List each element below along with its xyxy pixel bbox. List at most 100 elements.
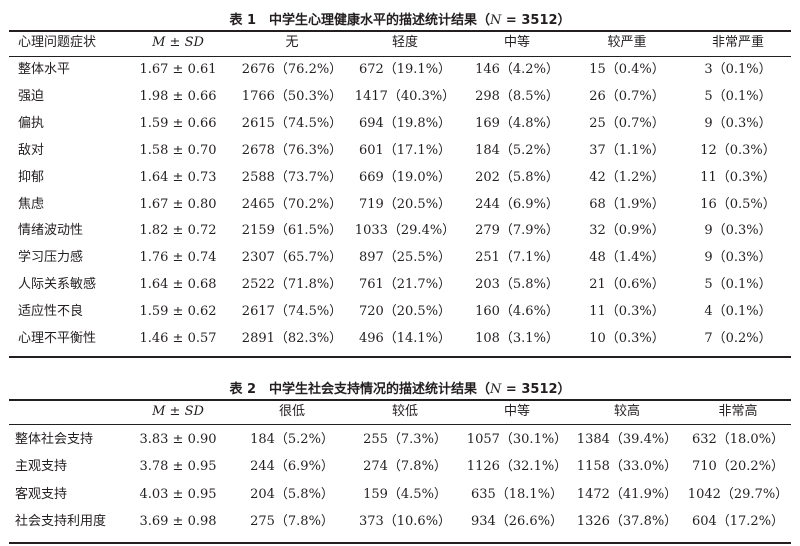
table1-row-10-col-5: 10（0.3%） <box>589 331 665 346</box>
table1-row-8-col-0: 人际关系敏感 <box>18 277 97 293</box>
table2-row-3-col-5: 1326（37.8%） <box>576 513 678 529</box>
table2-row-1-col-2: 244（6.9%） <box>250 459 334 475</box>
table2-row-3-col-3: 373（10.6%） <box>358 513 452 529</box>
table2-row-2-col-4: 635（18.1%） <box>470 486 564 502</box>
table1-row-10-col-6: 7（0.2%） <box>704 331 772 346</box>
table1-header-1: M ± SD <box>152 35 204 50</box>
table2-row-3-col-4: 934（26.6%） <box>470 513 564 529</box>
table2-header-1: M ± SD <box>152 404 204 419</box>
table1-header-5: 较严重 <box>607 35 647 50</box>
table1-row-6-col-5: 32（0.9%） <box>589 223 665 239</box>
table1-row-4-col-5: 42（1.2%） <box>589 169 665 185</box>
table1-row-0-col-0: 整体水平 <box>18 62 71 77</box>
table1-row-4-col-3: 669（19.0%） <box>358 169 452 185</box>
table1-row-1-col-4: 298（8.5%） <box>475 88 559 104</box>
table1-row-8-col-1: 1.64 ± 0.68 <box>139 277 217 293</box>
table2-caption-n: N <box>490 382 502 397</box>
table1-row-1-col-0: 强迫 <box>18 88 45 104</box>
table1-row-9-col-3: 720（20.5%） <box>358 304 452 320</box>
table2-row-2-col-3: 159（4.5%） <box>363 486 447 502</box>
table1-row-1-col-6: 5（0.1%） <box>704 88 772 104</box>
table1-row-2-col-1: 1.59 ± 0.66 <box>139 115 217 131</box>
table1-row-9-col-0: 适应性不良 <box>18 304 84 320</box>
table1-row-9-col-5: 11（0.3%） <box>589 304 665 320</box>
table1-top-rule <box>9 30 791 32</box>
table1-row-0-col-2: 2676（76.2%） <box>241 62 343 77</box>
table1-row-6-col-3: 1033（29.4%） <box>354 223 456 239</box>
table2-row-3-col-1: 3.69 ± 0.98 <box>139 513 217 529</box>
table1-row-5-col-6: 16（0.5%） <box>700 196 776 212</box>
table1-bottom-rule <box>9 356 791 358</box>
table1-row-3-col-6: 12（0.3%） <box>700 142 776 158</box>
table1-header-2: 无 <box>285 35 299 50</box>
table1-caption: 表 1 中学生心理健康水平的描述统计结果（N = 3512） <box>0 9 800 28</box>
table1-row-10-col-1: 1.46 ± 0.57 <box>139 331 217 346</box>
table1-row-8-col-2: 2522（71.8%） <box>241 277 343 293</box>
table2-header-3: 较低 <box>391 404 419 419</box>
table1-row-4-col-6: 11（0.3%） <box>700 169 776 185</box>
table1-row-5-col-5: 68（1.9%） <box>589 196 665 212</box>
table1-row-0-col-3: 672（19.1%） <box>358 62 452 77</box>
table1-header-rule <box>9 56 791 57</box>
table1-header-4: 中等 <box>503 35 531 50</box>
table1-row-1-col-3: 1417（40.3%） <box>354 88 456 104</box>
table1-row-2-col-3: 694（19.8%） <box>358 115 452 131</box>
table1-row-5-col-2: 2465（70.2%） <box>241 196 343 212</box>
table1-row-2-col-0: 偏执 <box>18 115 45 131</box>
table1-row-9-col-6: 4（0.1%） <box>704 304 772 320</box>
table1-row-3-col-4: 184（5.2%） <box>475 142 559 158</box>
table1-row-3-col-1: 1.58 ± 0.70 <box>139 142 217 158</box>
table1-caption-count: = 3512） <box>501 13 571 28</box>
table2-row-0-col-4: 1057（30.1%） <box>466 432 568 447</box>
table1-row-6-col-2: 2159（61.5%） <box>241 223 343 239</box>
table1-header-0: 心理问题症状 <box>18 35 97 50</box>
table1-row-9-col-1: 1.59 ± 0.62 <box>139 304 217 320</box>
table1-row-9-col-2: 2617（74.5%） <box>241 304 343 320</box>
table2-row-0-col-3: 255（7.3%） <box>363 432 447 447</box>
table1-header-6: 非常严重 <box>711 35 765 50</box>
table2-row-1-col-5: 1158（33.0%） <box>576 459 678 475</box>
table1-row-2-col-4: 169（4.8%） <box>475 115 559 131</box>
table1-row-8-col-6: 5（0.1%） <box>704 277 772 293</box>
table1-row-1-col-5: 26（0.7%） <box>589 88 665 104</box>
table1-row-7-col-4: 251（7.1%） <box>475 250 559 266</box>
table2-caption: 表 2 中学生社会支持情况的描述统计结果（N = 3512） <box>0 378 800 397</box>
table2-row-1-col-0: 主观支持 <box>15 459 68 475</box>
table2-row-0-col-1: 3.83 ± 0.90 <box>139 432 217 447</box>
table1-row-0-col-4: 146（4.2%） <box>475 62 559 77</box>
table1-row-7-col-6: 9（0.3%） <box>704 250 772 266</box>
table2-header-4: 中等 <box>503 404 531 419</box>
table1-row-4-col-1: 1.64 ± 0.73 <box>139 169 217 185</box>
table1-row-7-col-1: 1.76 ± 0.74 <box>139 250 217 266</box>
table2-row-2-col-1: 4.03 ± 0.95 <box>139 486 217 502</box>
table1-row-0-col-6: 3（0.1%） <box>704 62 772 77</box>
table2-row-2-col-6: 1042（29.7%） <box>687 486 789 502</box>
table2-header-2: 很低 <box>278 404 306 419</box>
table1-row-1-col-2: 1766（50.3%） <box>241 88 343 104</box>
table1-row-6-col-4: 279（7.9%） <box>475 223 559 239</box>
table2-row-2-col-0: 客观支持 <box>15 486 68 502</box>
table1-row-6-col-0: 情绪波动性 <box>18 223 84 239</box>
table1-row-2-col-5: 25（0.7%） <box>589 115 665 131</box>
table1-caption-n: N <box>490 13 502 28</box>
table2-row-3-col-6: 604（17.2%） <box>691 513 785 529</box>
table1-row-2-col-2: 2615（74.5%） <box>241 115 343 131</box>
table1-row-8-col-4: 203（5.8%） <box>475 277 559 293</box>
table2-row-3-col-0: 社会支持利用度 <box>15 513 107 529</box>
table2-row-1-col-4: 1126（32.1%） <box>466 459 568 475</box>
table2-row-2-col-2: 204（5.8%） <box>250 486 334 502</box>
table1-row-3-col-0: 敌对 <box>18 142 45 158</box>
table1-row-9-col-4: 160（4.6%） <box>475 304 559 320</box>
table1-row-2-col-6: 9（0.3%） <box>704 115 772 131</box>
table2-row-1-col-6: 710（20.2%） <box>691 459 785 475</box>
table1-row-8-col-5: 21（0.6%） <box>589 277 665 293</box>
table1-caption-text: 表 1 中学生心理健康水平的描述统计结果（ <box>229 13 491 28</box>
table2-header-rule <box>9 424 791 425</box>
table2-top-rule <box>9 399 791 401</box>
table1-row-3-col-2: 2678（76.3%） <box>241 142 343 158</box>
table1-row-1-col-1: 1.98 ± 0.66 <box>139 88 217 104</box>
table1-row-7-col-2: 2307（65.7%） <box>241 250 343 266</box>
table2-row-2-col-5: 1472（41.9%） <box>576 486 678 502</box>
table1-row-3-col-3: 601（17.1%） <box>358 142 452 158</box>
table1-row-5-col-0: 焦虑 <box>18 196 45 212</box>
